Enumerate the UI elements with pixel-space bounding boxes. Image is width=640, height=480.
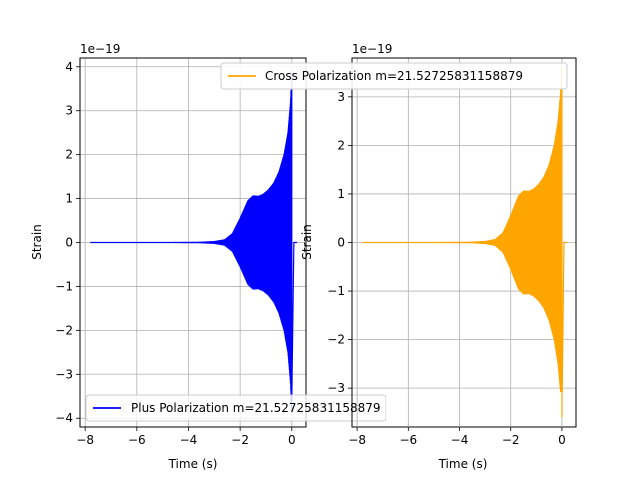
plus-ytick-label: 3 bbox=[65, 104, 73, 118]
plus-y-axis-label: Strain bbox=[30, 224, 44, 260]
plus-ytick-label: −3 bbox=[55, 367, 73, 381]
plus-ytick-label: −4 bbox=[55, 411, 73, 425]
cross-region-restore bbox=[351, 392, 577, 428]
cross-xtick-label: −8 bbox=[348, 433, 366, 447]
plus-ticks: −8 −6 −4 −2 0 −4 −3 −2 −1 0 1 2 3 4 bbox=[55, 60, 295, 447]
cross-ytick-label: 1 bbox=[337, 187, 345, 201]
cross-ytick-label: 2 bbox=[337, 138, 345, 152]
cross-ticks: −8 −6 −4 −2 0 −3 −2 −1 0 1 2 3 bbox=[327, 90, 565, 447]
plus-waveform-line bbox=[89, 70, 297, 411]
plus-offset-label: 1e−19 bbox=[80, 42, 120, 56]
plus-xtick-label: 0 bbox=[288, 433, 296, 447]
legend-clip-mask bbox=[386, 392, 640, 424]
cross-xtick-label: −4 bbox=[451, 433, 469, 447]
cross-x-axis-label: Time (s) bbox=[438, 457, 488, 471]
cross-offset-label: 1e−19 bbox=[352, 42, 392, 56]
cross-ytick-label: −1 bbox=[327, 284, 345, 298]
plus-legend-label: Plus Polarization m=21.52725831158879 bbox=[131, 401, 381, 415]
cross-ytick-label: 0 bbox=[337, 236, 345, 250]
plus-legend: Plus Polarization m=21.52725831158879 bbox=[85, 394, 387, 422]
cross-xtick-label: −6 bbox=[399, 433, 417, 447]
cross-waveform-line bbox=[361, 67, 568, 418]
plus-xtick-label: −8 bbox=[76, 433, 94, 447]
cross-ytick-label: −3 bbox=[327, 381, 345, 395]
cross-xtick-label: 0 bbox=[558, 433, 566, 447]
cross-y-axis-label: Strain bbox=[300, 224, 314, 260]
cross-legend-box bbox=[220, 62, 568, 90]
cross-legend: Cross Polarization m=21.52725831158879 bbox=[220, 62, 568, 90]
plus-xtick-label: −6 bbox=[128, 433, 146, 447]
plus-xtick-label: −2 bbox=[231, 433, 249, 447]
plus-ytick-label: 2 bbox=[65, 148, 73, 162]
cross-waveform bbox=[361, 67, 568, 418]
cross-legend-label: Cross Polarization m=21.52725831158879 bbox=[265, 69, 523, 83]
plus-ytick-label: 1 bbox=[65, 192, 73, 206]
cross-xtick-label: −2 bbox=[502, 433, 520, 447]
plus-ytick-label: −2 bbox=[55, 323, 73, 337]
plus-ytick-label: 0 bbox=[65, 236, 73, 250]
plus-ytick-label: 4 bbox=[65, 60, 73, 74]
plus-xtick-label: −4 bbox=[180, 433, 198, 447]
cross-ytick-label: −2 bbox=[327, 333, 345, 347]
cross-polarization-subplot: −8 −6 −4 −2 0 −3 −2 −1 0 1 2 3 1e−19 Time (s) Strai… bbox=[300, 42, 577, 471]
plus-x-axis-label: Time (s) bbox=[168, 457, 218, 471]
cross-ytick-label: 3 bbox=[337, 90, 345, 104]
plus-ytick-label: −1 bbox=[55, 279, 73, 293]
plus-polarization-subplot: −8 −6 −4 −2 0 −4 −3 −2 −1 0 1 2 3 4 1e−19 Time (s) St… bbox=[30, 42, 307, 471]
plus-waveform bbox=[89, 70, 297, 411]
